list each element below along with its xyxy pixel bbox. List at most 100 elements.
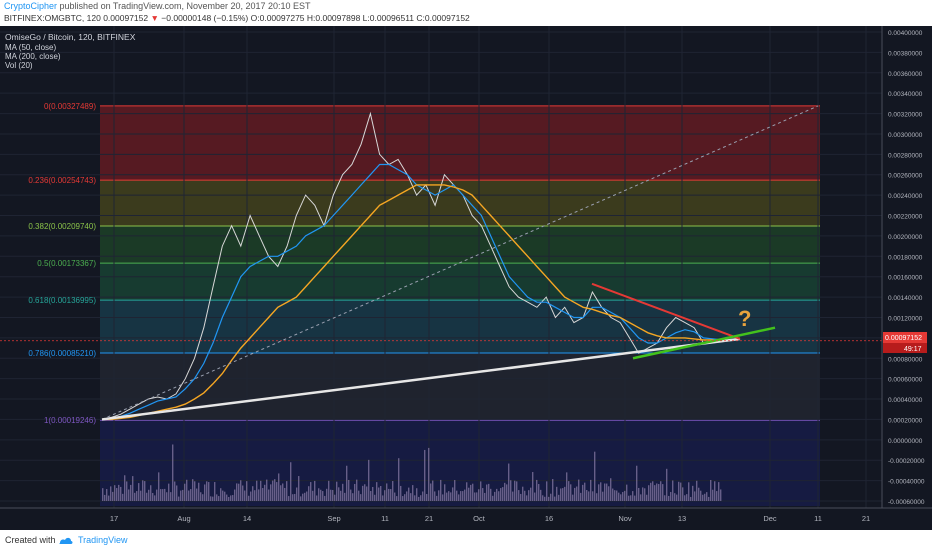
price-axis-label: 0.00080000 (888, 356, 923, 363)
volume-bar (354, 483, 356, 501)
volume-bar (630, 495, 632, 501)
volume-bar (116, 488, 118, 501)
time-axis-label: 16 (545, 514, 553, 523)
legend-ma50[interactable]: MA (50, close) (5, 43, 56, 52)
volume-bar (220, 488, 222, 501)
volume-bar (546, 481, 548, 501)
volume-bar (652, 481, 654, 501)
price-axis-label: 0.00240000 (888, 193, 923, 200)
volume-bar (200, 492, 202, 501)
legend-volume[interactable]: Vol (20) (5, 61, 33, 70)
volume-bar (314, 480, 316, 501)
volume-bar (392, 481, 394, 501)
volume-bar (472, 483, 474, 501)
volume-bar (530, 487, 532, 501)
price-axis-label: 0.00160000 (888, 275, 923, 282)
volume-bar (298, 476, 300, 501)
volume-bar (608, 486, 610, 501)
volume-bar (386, 483, 388, 501)
volume-bar (328, 480, 330, 501)
volume-bar (512, 491, 514, 501)
tradingview-brand[interactable]: TradingView (78, 535, 128, 545)
volume-bar (340, 490, 342, 501)
volume-bar (704, 493, 706, 501)
volume-bar (302, 493, 304, 501)
volume-bar (352, 493, 354, 501)
price-chart[interactable]: 0(0.00327489) 0.236(0.00254743) 0.382(0.00… (0, 26, 932, 530)
volume-bar (160, 489, 162, 501)
countdown-tag-text: 49:17 (904, 346, 922, 353)
volume-bar (686, 494, 688, 501)
volume-bar (132, 476, 134, 501)
fib-level-label: 0.382(0.00209740) (28, 222, 96, 231)
volume-bar (332, 489, 334, 501)
volume-bar (126, 481, 128, 501)
volume-bar (498, 491, 500, 501)
volume-bar (360, 494, 362, 501)
volume-bar (138, 483, 140, 501)
time-axis: 17 Aug 14 Sep 11 21 Oct 16 Nov 13 Dec 11 21 (0, 507, 932, 523)
volume-bar (290, 462, 292, 501)
volume-bar (300, 496, 302, 501)
volume-bar (230, 495, 232, 501)
fib-zone (100, 263, 820, 301)
legend-ma200[interactable]: MA (200, close) (5, 52, 61, 61)
volume-bar (362, 485, 364, 501)
volume-bar (224, 491, 226, 501)
question-mark-annotation: ? (738, 306, 751, 331)
volume-bar (168, 483, 170, 501)
chart-area[interactable]: 0(0.00327489) 0.236(0.00254743) 0.382(0.00… (0, 26, 932, 530)
volume-bar (120, 486, 122, 501)
volume-bar (460, 491, 462, 501)
volume-bar (692, 485, 694, 501)
volume-bar (226, 494, 228, 501)
volume-bar (368, 459, 370, 501)
fib-level-label: 0.786(0.00085210) (28, 349, 96, 358)
volume-bar (364, 484, 366, 501)
volume-bar (642, 487, 644, 501)
volume-bar (404, 494, 406, 501)
volume-bar (342, 483, 344, 501)
volume-bar (442, 494, 444, 501)
volume-bar (346, 465, 348, 501)
volume-bar (562, 488, 564, 501)
volume-bar (558, 494, 560, 501)
volume-bar (348, 479, 350, 501)
volume-bar (680, 482, 682, 501)
volume-bar (576, 486, 578, 501)
author-link[interactable]: CryptoCipher (4, 1, 58, 11)
price-axis-label: 0.00020000 (888, 417, 923, 424)
price-axis-label: 0.00300000 (888, 132, 923, 139)
fib-zone (100, 352, 820, 421)
volume-bar (580, 492, 582, 501)
volume-bar (398, 458, 400, 501)
volume-bar (690, 496, 692, 501)
time-axis-label: 11 (381, 514, 389, 523)
volume-bar (164, 488, 166, 501)
volume-bar (246, 481, 248, 501)
volume-bar (162, 489, 164, 501)
volume-bar (184, 483, 186, 501)
volume-bar (358, 490, 360, 501)
volume-bar (240, 480, 242, 501)
time-axis-label: 21 (862, 514, 870, 523)
volume-bar (124, 475, 126, 501)
volume-bar (700, 490, 702, 501)
volume-bar (236, 483, 238, 501)
tradingview-logo-icon[interactable] (58, 534, 74, 546)
volume-bar (208, 482, 210, 501)
price-axis-label: -0.00060000 (888, 499, 925, 506)
volume-bar (222, 490, 224, 501)
volume-bar (174, 481, 176, 501)
volume-bar (464, 489, 466, 501)
publication-header: CryptoCipher published on TradingView.co… (0, 0, 932, 26)
volume-bar (508, 463, 510, 501)
volume-bar (504, 482, 506, 501)
volume-bar (644, 488, 646, 501)
volume-bar (708, 496, 710, 501)
time-axis-label: Dec (763, 514, 777, 523)
fib-zone (100, 225, 820, 264)
volume-bar (568, 481, 570, 501)
trend-drawings (0, 105, 882, 421)
volume-bar (196, 488, 198, 501)
